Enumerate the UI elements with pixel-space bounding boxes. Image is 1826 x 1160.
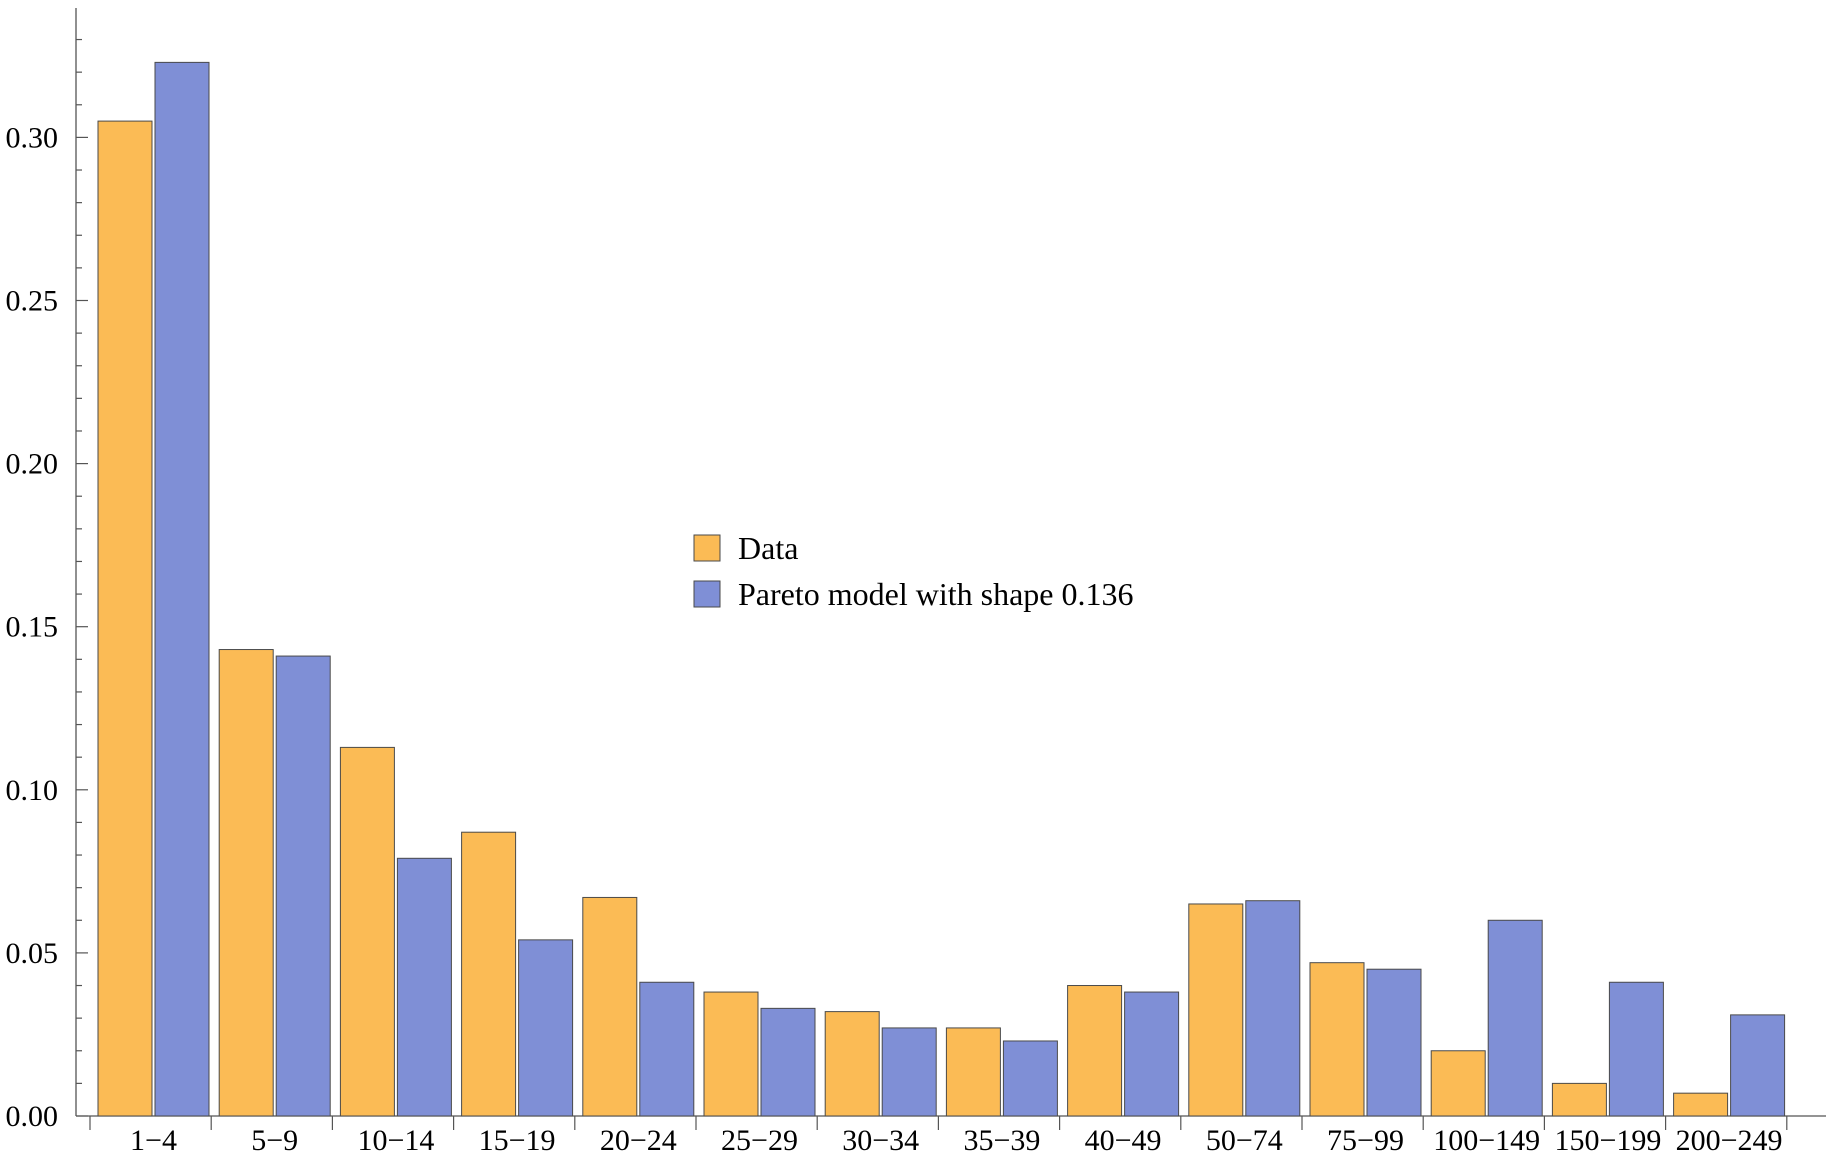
bar-pareto-model (639, 981, 695, 1117)
bar-pareto-model (1002, 1040, 1058, 1117)
bar-data (1673, 1092, 1729, 1117)
x-tick-label: 20−24 (600, 1124, 677, 1157)
bar-data (339, 746, 395, 1117)
bar-data (97, 120, 153, 1117)
y-tick-label: 0.25 (6, 285, 59, 318)
y-tick-label: 0.10 (6, 774, 59, 807)
bar-pareto-model (1730, 1014, 1786, 1117)
bar-pareto-model (1245, 900, 1301, 1117)
x-tick-label: 50−74 (1206, 1124, 1283, 1157)
bar-pareto-model (1487, 919, 1543, 1117)
bar-pareto-model (154, 61, 210, 1117)
bar-data (703, 991, 759, 1117)
x-tick-label: 100−149 (1433, 1124, 1540, 1157)
legend: Data Pareto model with shape 0.136 (693, 530, 1133, 612)
x-tick-label: 15−19 (479, 1124, 556, 1157)
x-tick-label: 25−29 (721, 1124, 798, 1157)
y-tick-label: 0.20 (6, 448, 59, 481)
legend-label: Pareto model with shape 0.136 (738, 576, 1133, 612)
bar-pareto-model (518, 939, 574, 1117)
y-tick-label: 0.30 (6, 121, 59, 154)
x-tick-label: 10−14 (357, 1124, 434, 1157)
bar-data (461, 831, 517, 1117)
legend-swatch (693, 580, 721, 608)
x-tick-label: 150−199 (1554, 1124, 1661, 1157)
bar-data (582, 896, 638, 1117)
bar-data (1309, 962, 1365, 1117)
bar-data (1188, 903, 1244, 1117)
bar-data (218, 649, 274, 1117)
x-tick-label: 1−4 (130, 1124, 177, 1157)
y-tick-label: 0.15 (6, 611, 59, 644)
bar-pareto-model (396, 857, 452, 1117)
bar-pareto-model (1608, 981, 1664, 1117)
legend-label: Data (738, 530, 798, 566)
bar-pareto-model (881, 1027, 937, 1117)
x-tick-label: 40−49 (1085, 1124, 1162, 1157)
bar-pareto-model (760, 1007, 816, 1117)
x-tick-label: 30−34 (842, 1124, 919, 1157)
bars (97, 61, 1786, 1117)
bar-pareto-model (275, 655, 331, 1117)
y-tick-label: 0.00 (6, 1100, 59, 1133)
x-tick-label: 75−99 (1327, 1124, 1404, 1157)
x-tick-label: 5−9 (251, 1124, 298, 1157)
y-axis: 0.00 0.05 0.10 0.15 0.20 0.25 0.30 (6, 8, 88, 1133)
bar-pareto-model (1124, 991, 1180, 1117)
x-tick-label: 200−249 (1676, 1124, 1783, 1157)
bar-data (1430, 1050, 1486, 1117)
x-tick-label: 35−39 (963, 1124, 1040, 1157)
bar-pareto-model (1366, 968, 1422, 1117)
bar-data (824, 1011, 880, 1117)
y-tick-label: 0.05 (6, 937, 59, 970)
x-axis: 1−4 5−9 10−14 15−19 20−24 25−29 30−34 35−39 40−4… (76, 1115, 1826, 1157)
legend-swatch (693, 534, 721, 562)
bar-data (1551, 1082, 1607, 1117)
bar-data (945, 1027, 1001, 1117)
bar-data (1067, 985, 1123, 1117)
